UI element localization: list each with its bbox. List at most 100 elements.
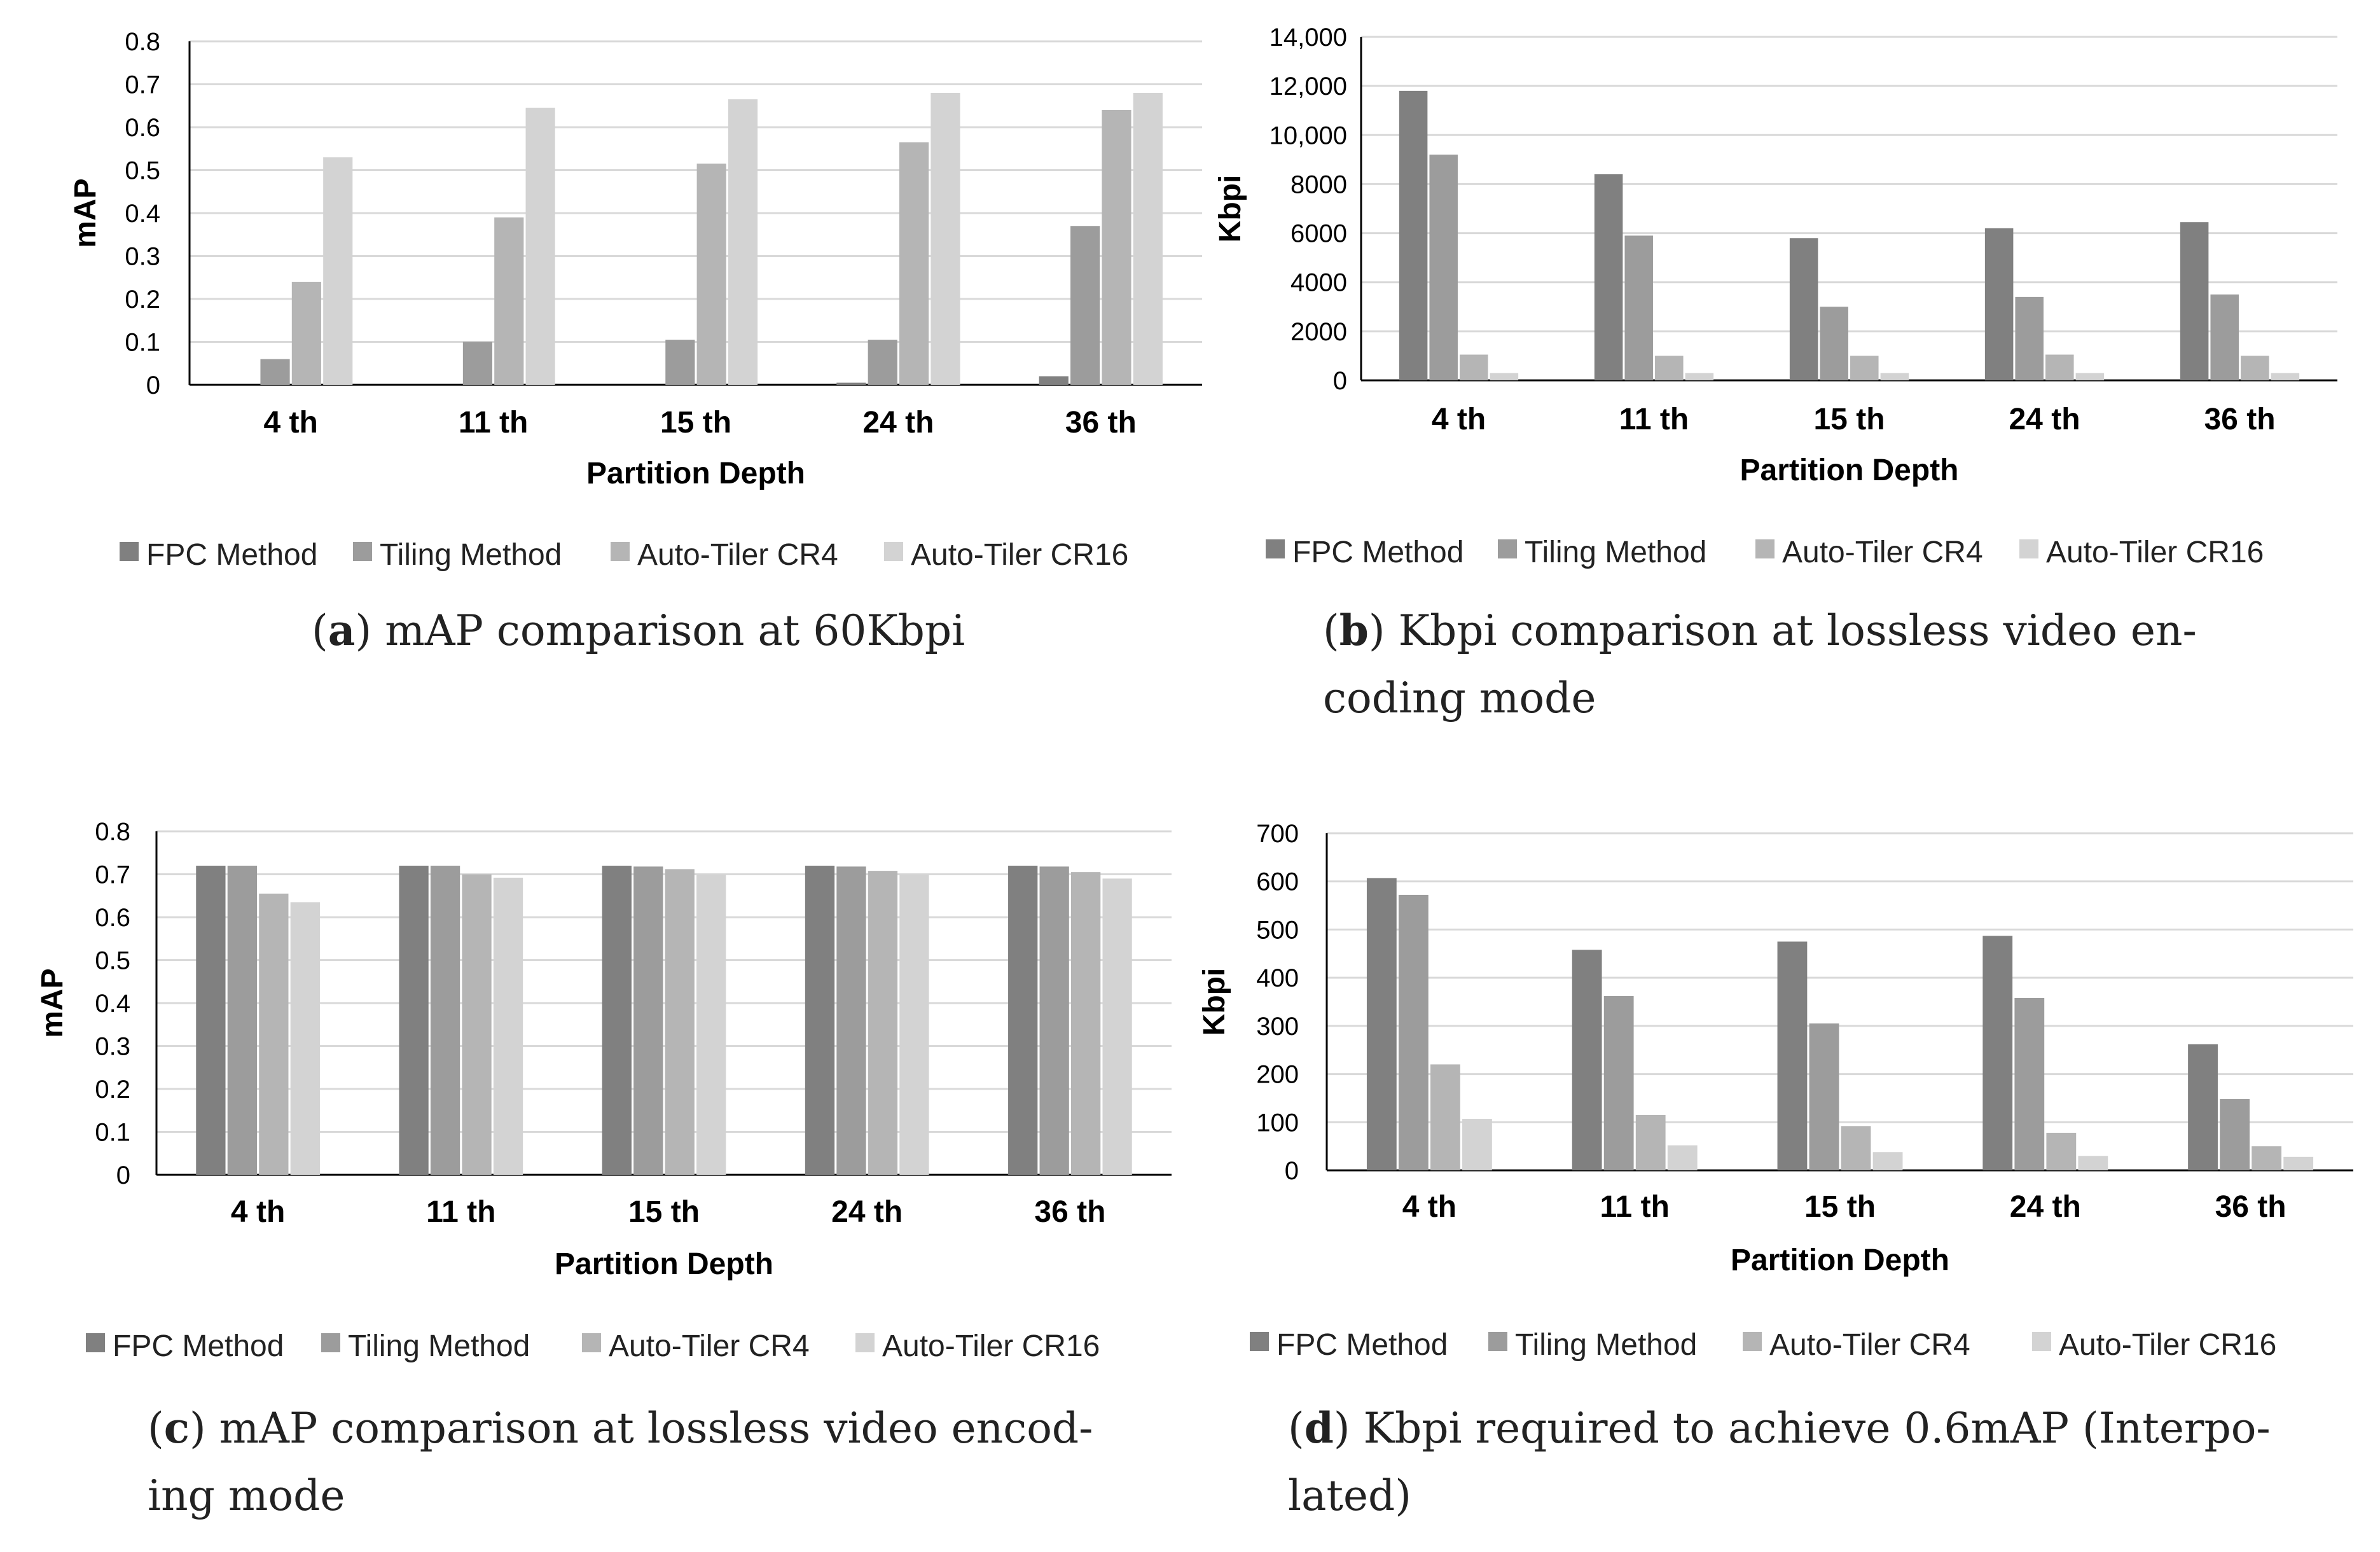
legend-label: FPC Method — [113, 1329, 284, 1363]
x-tick-label: 4 th — [231, 1195, 285, 1229]
y-tick-label: 0 — [116, 1161, 130, 1189]
bar-tiling-method-0 — [227, 866, 258, 1175]
legend-label: Auto-Tiler CR4 — [609, 1329, 810, 1363]
y-tick-label: 0.3 — [95, 1033, 130, 1061]
chart-c: 0 0.1 0.2 0.3 0.4 0.5 0.6 0.7 0.8 4 th 11 th 15 th 2… — [36, 818, 1172, 1520]
bar-tiling-method-2 — [665, 340, 695, 385]
bar-auto-tiler-cr4-4 — [1102, 110, 1131, 385]
bar-fpc-method-1 — [1572, 950, 1602, 1170]
bar-tiling-method-3 — [2014, 997, 2045, 1170]
bar-fpc-method-0 — [1366, 878, 1397, 1170]
bar-auto-tiler-cr4-0 — [291, 282, 321, 385]
bar-fpc-method-0 — [1399, 90, 1428, 380]
y-tick-label: 2000 — [1290, 318, 1347, 346]
legend-label: Tiling Method — [348, 1329, 530, 1363]
bar-tiling-method-4 — [2220, 1098, 2250, 1170]
legend-swatch — [2032, 1332, 2051, 1351]
bar-tiling-method-1 — [1603, 995, 1634, 1170]
chart-b: 0 2000 4000 6000 8000 10,000 12,000 14,000 4 th 1… — [1214, 24, 2337, 723]
x-tick-label: 36 th — [2215, 1190, 2287, 1224]
y-tick-label: 0 — [1285, 1157, 1299, 1185]
bar-fpc-method-1 — [399, 866, 429, 1175]
bar-tiling-method-1 — [1624, 235, 1653, 380]
x-axis-title: Partition Depth — [1740, 454, 1959, 487]
legend-label: Auto-Tiler CR4 — [1782, 536, 1983, 569]
bar-auto-tiler-cr16-2 — [1880, 373, 1909, 380]
legend-label: FPC Method — [1292, 536, 1463, 569]
y-tick-label: 0.4 — [95, 990, 130, 1018]
x-tick-label: 4 th — [1402, 1190, 1456, 1224]
bar-auto-tiler-cr16-1 — [525, 107, 555, 385]
bar-tiling-method-2 — [1809, 1023, 1839, 1170]
y-tick-label: 0.2 — [125, 286, 160, 314]
y-tick-label: 8000 — [1290, 170, 1347, 198]
x-tick-label: 36 th — [2204, 403, 2275, 436]
y-tick-label: 700 — [1256, 820, 1299, 848]
bar-auto-tiler-cr4-0 — [1460, 354, 1488, 380]
bar-fpc-method-2 — [1789, 238, 1818, 380]
x-tick-label: 11 th — [1619, 403, 1689, 436]
bar-auto-tiler-cr4-2 — [665, 869, 695, 1175]
legend-swatch — [582, 1333, 601, 1352]
legend-swatch — [855, 1333, 875, 1352]
bar-auto-tiler-cr4-2 — [696, 163, 726, 385]
bar-auto-tiler-cr16-3 — [2075, 373, 2105, 380]
bar-auto-tiler-cr4-0 — [259, 893, 289, 1175]
legend-swatch — [1266, 539, 1285, 558]
bar-tiling-method-2 — [633, 866, 663, 1175]
y-tick-label: 0.3 — [125, 243, 160, 271]
bar-tiling-method-4 — [2210, 294, 2239, 380]
bar-auto-tiler-cr4-1 — [462, 874, 492, 1175]
bar-tiling-method-1 — [430, 866, 460, 1175]
legend-swatch — [1488, 1332, 1507, 1351]
bar-auto-tiler-cr16-3 — [931, 93, 960, 385]
bar-auto-tiler-cr4-4 — [2252, 1146, 2282, 1170]
bar-tiling-method-4 — [1070, 226, 1100, 385]
x-tick-label: 15 th — [660, 406, 731, 440]
bar-auto-tiler-cr16-0 — [1490, 373, 1519, 380]
legend-swatch — [353, 542, 372, 561]
legend-swatch — [1755, 539, 1775, 558]
legend-swatch — [2019, 539, 2038, 558]
legend-label: FPC Method — [1276, 1328, 1448, 1362]
bar-fpc-method-2 — [602, 866, 632, 1175]
y-tick-label: 6000 — [1290, 220, 1347, 248]
x-tick-label: 15 th — [628, 1195, 700, 1229]
bar-fpc-method-4 — [2180, 222, 2209, 380]
chart-a: 0 0.1 0.2 0.3 0.4 0.5 0.6 0.7 0.8 4 th 11 th 15 th 2… — [69, 28, 1202, 655]
bar-auto-tiler-cr16-4 — [1102, 878, 1132, 1175]
bar-fpc-method-4 — [1039, 376, 1069, 385]
legend-swatch — [1743, 1332, 1762, 1351]
y-axis-title: mAP — [69, 178, 102, 247]
x-tick-label: 24 th — [2010, 1190, 2081, 1224]
bar-fpc-method-3 — [836, 382, 866, 385]
legend-label: Tiling Method — [380, 538, 562, 572]
bar-auto-tiler-cr16-1 — [1685, 373, 1714, 380]
bar-auto-tiler-cr4-3 — [899, 142, 929, 385]
bar-tiling-method-3 — [836, 866, 866, 1175]
legend-label: Auto-Tiler CR16 — [2059, 1328, 2276, 1362]
x-tick-label: 36 th — [1065, 406, 1137, 440]
y-tick-label: 0.1 — [125, 329, 160, 357]
y-tick-label: 0 — [146, 371, 160, 399]
legend-label: Tiling Method — [1515, 1328, 1697, 1362]
x-tick-label: 24 th — [862, 406, 934, 440]
bar-auto-tiler-cr16-2 — [728, 99, 758, 385]
bar-tiling-method-1 — [462, 342, 493, 385]
x-tick-label: 4 th — [264, 406, 318, 440]
bar-fpc-method-3 — [1982, 936, 2013, 1170]
bar-auto-tiler-cr16-0 — [290, 902, 320, 1175]
bar-fpc-method-3 — [1984, 228, 2014, 380]
bar-auto-tiler-cr4-3 — [868, 871, 898, 1175]
bar-auto-tiler-cr4-1 — [494, 217, 524, 385]
y-tick-label: 200 — [1256, 1061, 1299, 1089]
y-tick-label: 0.7 — [125, 71, 160, 99]
legend-swatch — [321, 1333, 340, 1352]
y-tick-label: 0.6 — [125, 114, 160, 142]
x-tick-label: 11 th — [426, 1195, 495, 1229]
y-axis-title: Kbpi — [1214, 175, 1247, 243]
bar-auto-tiler-cr16-0 — [1462, 1118, 1492, 1170]
bar-fpc-method-1 — [1594, 174, 1623, 380]
y-tick-label: 10,000 — [1270, 121, 1347, 149]
